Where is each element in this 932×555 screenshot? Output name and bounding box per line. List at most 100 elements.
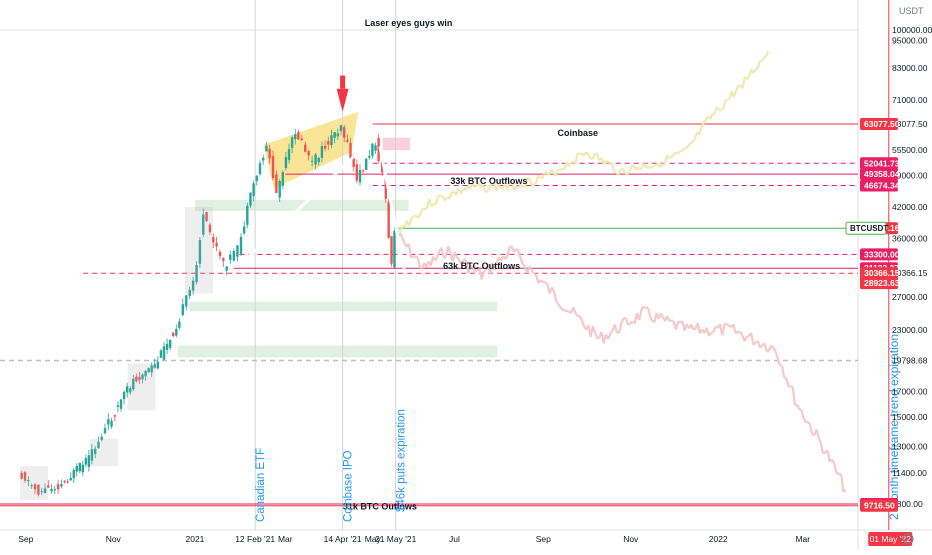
candle-body [175, 329, 177, 336]
time-tick-label: 2022 [709, 534, 728, 544]
projection-segment [578, 153, 580, 154]
projection-segment [689, 143, 691, 145]
candle-body [371, 144, 373, 156]
candle-body [57, 484, 59, 489]
candle-body [240, 237, 242, 254]
price-tick-label: 71000.00 [892, 95, 928, 105]
candle-body [169, 340, 171, 348]
candle-body [333, 132, 335, 138]
ghost-segment [563, 309, 565, 310]
ghost-segment [411, 256, 413, 257]
candle-body [252, 183, 254, 196]
annotation-text: Coinbase [557, 128, 598, 138]
candle-body [288, 149, 290, 160]
ghost-segment [624, 318, 626, 319]
projection-segment [684, 148, 686, 149]
candle-body [182, 304, 184, 315]
price-tick-label: 83000.00 [892, 63, 928, 73]
range-box [185, 207, 213, 293]
candle-body [337, 133, 339, 136]
candle-body [67, 481, 69, 482]
projection-segment [654, 165, 656, 166]
candle-body [272, 156, 274, 178]
ghost-segment [711, 332, 713, 333]
projection-segment [651, 166, 653, 167]
ghost-segment [727, 324, 729, 326]
projection-segment [523, 187, 525, 188]
candle-body [225, 266, 227, 270]
candle-body [256, 176, 258, 181]
candle-body [233, 251, 235, 260]
candle-body [123, 392, 125, 399]
candle-body [318, 158, 320, 162]
candle-body [246, 206, 248, 225]
candle-body [70, 478, 72, 480]
candle-body [110, 421, 112, 427]
projection-segment [463, 190, 465, 191]
candle-body [393, 231, 395, 267]
ghost-segment [747, 336, 749, 337]
candle-body [215, 243, 217, 247]
ghost-segment [541, 280, 543, 282]
candle-body [356, 164, 358, 180]
projection-segment [725, 100, 727, 101]
candle-body [172, 333, 174, 336]
price-tick-label: 13000.00 [892, 441, 928, 451]
candle-body [219, 252, 221, 256]
candle-body [120, 400, 122, 409]
candle-body [160, 350, 162, 357]
candle-body [340, 125, 342, 131]
candle-body [314, 155, 316, 165]
candle-body [114, 415, 116, 416]
range-box [90, 439, 118, 466]
price-tick-label: 15000.00 [892, 412, 928, 422]
projection-segment [545, 172, 547, 173]
annotation-text: 33k BTC Outflows [450, 176, 527, 186]
plot-background [0, 0, 858, 530]
annotation-text: Laser eyes guys win [365, 18, 453, 28]
candle-body [324, 146, 326, 149]
projection-segment [610, 162, 612, 164]
candle-body [157, 362, 159, 369]
candle-body [88, 455, 90, 467]
candle-body [268, 149, 270, 159]
ghost-segment [561, 308, 563, 310]
candle-body [229, 255, 231, 260]
candle-body [79, 463, 81, 471]
price-tick-label: 17000.00 [892, 387, 928, 397]
symbol-badge-label: BTCUSDT [850, 224, 888, 233]
candle-body [275, 174, 277, 192]
ghost-segment [736, 332, 738, 333]
projection-segment [721, 109, 723, 110]
candle-body [73, 470, 75, 478]
price-badge-label: 30366.15 [864, 268, 900, 278]
candle-body [265, 146, 267, 152]
price-badge-label: 9716.50 [864, 501, 895, 511]
projection-segment [425, 208, 427, 209]
candle-body [107, 419, 109, 424]
resistance-zone [383, 138, 410, 150]
time-tick-label: Sep [536, 534, 551, 544]
time-tick-label: 14 Apr '21 [324, 534, 362, 544]
projection-segment [764, 56, 766, 57]
projection-segment [474, 186, 476, 187]
projection-segment [704, 120, 706, 122]
price-tick-label: 95000.00 [892, 35, 928, 45]
price-tick-label: 19798.68 [892, 355, 928, 365]
ghost-segment [545, 282, 547, 284]
ghost-segment [672, 320, 674, 322]
ghost-segment [523, 264, 525, 266]
price-tick-label: 42000.00 [892, 202, 928, 212]
annotation-text: 63k BTC Outflows [443, 261, 520, 271]
candle-body [387, 202, 389, 237]
time-tick-label: Jul [449, 534, 460, 544]
price-badge-label: 63077.50 [864, 119, 900, 129]
event-label: $46k puts expiration [396, 409, 408, 512]
price-badge-label: 49358.04 [864, 169, 900, 179]
candle-body [291, 137, 293, 148]
ghost-segment [534, 274, 536, 276]
candle-body [82, 465, 84, 473]
